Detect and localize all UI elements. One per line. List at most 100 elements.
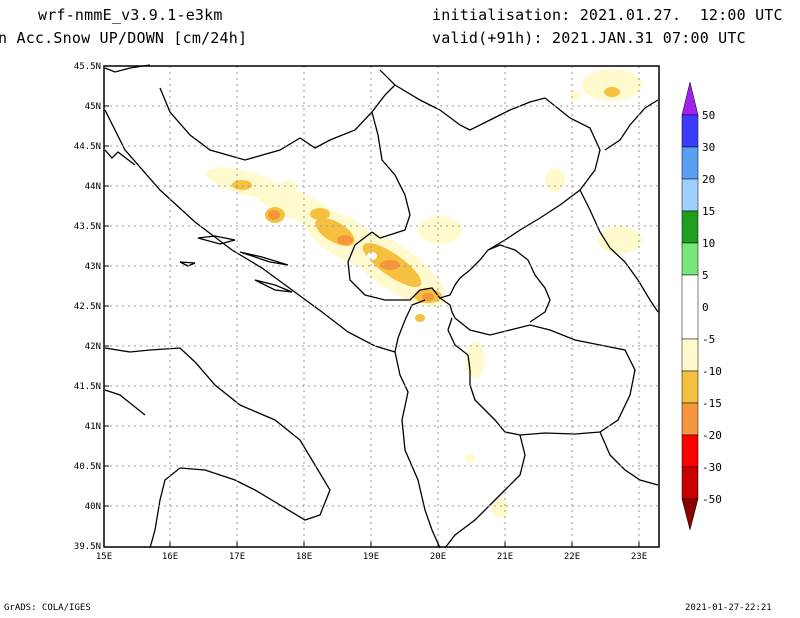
lat-label: 43N	[85, 262, 101, 272]
island-coast	[239, 251, 289, 266]
colorbar-label: -30	[702, 461, 722, 474]
island-coast	[254, 279, 293, 293]
border	[394, 84, 546, 131]
lon-label: 21E	[497, 552, 513, 562]
colorbar-swatch	[681, 146, 699, 180]
lat-label: 44N	[85, 182, 101, 192]
lat-label: 41N	[85, 422, 101, 432]
colorbar-swatch	[681, 114, 699, 148]
colorbar-label: 15	[702, 205, 715, 218]
colorbar-swatch	[681, 242, 699, 276]
coastline	[104, 109, 441, 549]
border	[459, 244, 551, 323]
border	[159, 69, 396, 161]
colorbar-top-arrow	[681, 81, 699, 116]
snow-area	[380, 260, 400, 270]
gridlines	[104, 66, 659, 547]
lat-label: 45N	[85, 102, 101, 112]
snow-area	[582, 69, 642, 101]
init-time: initialisation: 2021.01.27. 12:00 UTC	[432, 6, 783, 24]
colorbar-label: -10	[702, 365, 722, 378]
colorbar-swatch	[681, 466, 699, 500]
colorbar-label: 30	[702, 141, 715, 154]
lat-label: 42N	[85, 342, 101, 352]
snow-area	[337, 235, 353, 245]
snow-area	[268, 210, 280, 220]
border	[347, 231, 461, 301]
lon-label: 22E	[564, 552, 580, 562]
tick-marks	[104, 105, 640, 547]
colorbar	[681, 81, 699, 531]
lon-label: 23E	[631, 552, 647, 562]
lat-label: 40N	[85, 502, 101, 512]
colorbar-label: 0	[702, 301, 709, 314]
italy-coast	[104, 347, 331, 549]
lat-label: 40.5N	[74, 462, 101, 472]
snow-area	[604, 87, 620, 97]
colorbar-swatch	[681, 370, 699, 404]
lat-label: 43.5N	[74, 222, 101, 232]
lat-labels: 39.5N 40N 40.5N 41N 41.5N 42N 42.5N 43N …	[74, 62, 101, 552]
border	[604, 99, 659, 151]
colorbar-label: -50	[702, 493, 722, 506]
colorbar-labels: 50 30 20 15 10 5 0 -5 -10 -15 -20 -30 -5…	[702, 109, 722, 506]
model-title: wrf-nmmE_v3.9.1-e3km	[38, 6, 223, 24]
island-coast	[197, 235, 236, 245]
snow-area	[367, 252, 377, 260]
field-title: n Acc.Snow UP/DOWN [cm/24h]	[0, 29, 248, 47]
border	[371, 111, 411, 239]
italy-coast	[104, 389, 146, 416]
grads-credit: GrADS: COLA/IGES	[4, 603, 91, 613]
snow-area	[465, 453, 475, 463]
snow-area	[232, 180, 252, 190]
snow-area	[418, 216, 462, 244]
snow-area	[310, 208, 330, 220]
lon-label: 15E	[96, 552, 112, 562]
colorbar-swatch	[681, 434, 699, 468]
snow-area	[545, 168, 565, 192]
lon-label: 20E	[430, 552, 446, 562]
colorbar-label: 20	[702, 173, 715, 186]
colorbar-swatch	[681, 178, 699, 212]
border	[394, 299, 426, 353]
border	[454, 317, 636, 436]
island-coast	[179, 261, 196, 267]
colorbar-swatch	[681, 402, 699, 436]
border	[599, 431, 659, 486]
lon-label: 18E	[296, 552, 312, 562]
snow-field	[206, 69, 642, 518]
colorbar-label: 50	[702, 109, 715, 122]
border	[444, 434, 526, 549]
snow-area	[280, 180, 296, 196]
lon-labels: 15E 16E 17E 18E 19E 20E 21E 22E 23E	[96, 552, 647, 562]
valid-time: valid(+91h): 2021.JAN.31 07:00 UTC	[432, 29, 746, 47]
snow-area	[569, 91, 581, 101]
border	[439, 297, 456, 319]
lon-label: 17E	[229, 552, 245, 562]
colorbar-swatch	[681, 338, 699, 372]
lat-label: 45.5N	[74, 62, 101, 72]
colorbar-label: -5	[702, 333, 715, 346]
border	[579, 189, 659, 313]
snow-area	[415, 314, 425, 322]
colorbar-swatch	[681, 274, 699, 340]
lat-label: 41.5N	[74, 382, 101, 392]
colorbar-label: -15	[702, 397, 722, 410]
colorbar-label: 10	[702, 237, 715, 250]
snow-area	[465, 342, 485, 378]
coastline	[104, 149, 136, 166]
border	[447, 317, 469, 356]
snow-area	[422, 293, 434, 301]
colorbar-bottom-arrow	[681, 498, 699, 531]
lat-label: 42.5N	[74, 302, 101, 312]
lon-label: 16E	[162, 552, 178, 562]
lat-label: 44.5N	[74, 142, 101, 152]
lon-label: 19E	[363, 552, 379, 562]
colorbar-label: -20	[702, 429, 722, 442]
render-timestamp: 2021-01-27-22:21	[685, 603, 772, 613]
colorbar-swatch	[681, 210, 699, 244]
lat-label: 39.5N	[74, 542, 101, 552]
snow-area	[492, 498, 508, 518]
colorbar-label: 5	[702, 269, 709, 282]
